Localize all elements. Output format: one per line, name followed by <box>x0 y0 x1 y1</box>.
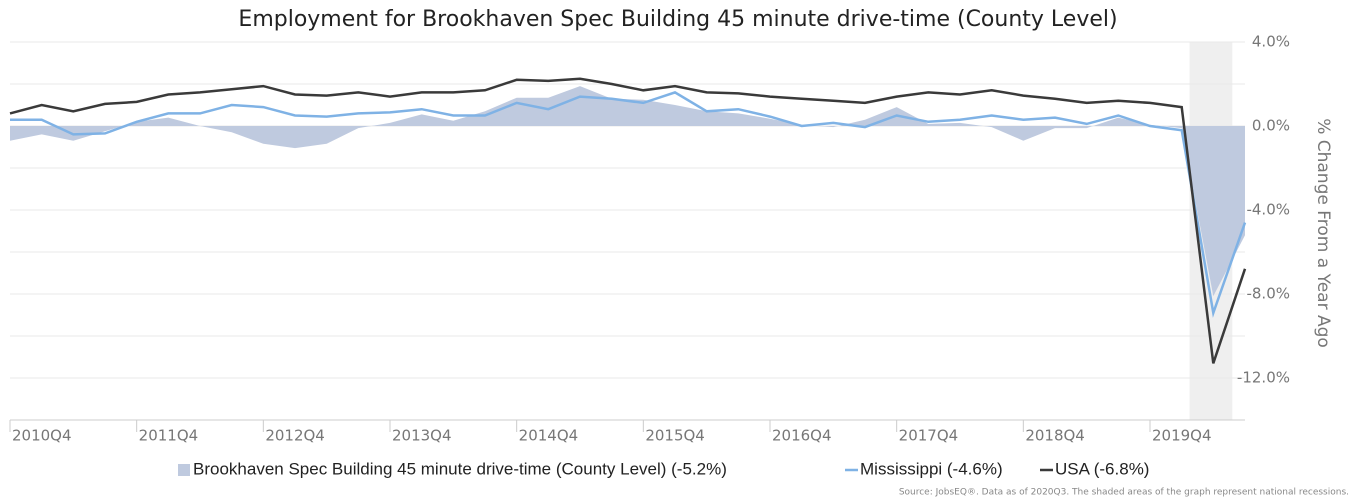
legend-label: USA (-6.8%) <box>1055 459 1149 478</box>
area <box>10 86 1245 297</box>
source-note: Source: JobsEQ®. Data as of 2020Q3. The … <box>899 488 1349 498</box>
x-tick-label: 2014Q4 <box>519 427 579 445</box>
chart-title: Employment for Brookhaven Spec Building … <box>238 7 1117 32</box>
x-tick-label: 2011Q4 <box>139 427 199 445</box>
y-tick-label: 0.0% <box>1252 117 1290 135</box>
x-tick-label: 2012Q4 <box>265 427 325 445</box>
x-tick-label: 2016Q4 <box>772 427 832 445</box>
line <box>9 77 1247 364</box>
x-tick-label: 2018Q4 <box>1025 427 1085 445</box>
legend-label: Mississippi (-4.6%) <box>860 459 1003 478</box>
legend-swatch <box>178 464 190 476</box>
y-axis-label: % Change From a Year Ago <box>1313 118 1333 348</box>
x-tick-label: 2010Q4 <box>12 427 72 445</box>
x-tick-label: 2017Q4 <box>899 427 959 445</box>
y-tick-label: -4.0% <box>1246 201 1290 219</box>
line <box>10 91 1247 318</box>
legend-label: Brookhaven Spec Building 45 minute drive… <box>193 459 727 478</box>
y-tick-label: -8.0% <box>1246 285 1290 303</box>
y-tick-label: 4.0% <box>1252 33 1290 51</box>
x-tick-label: 2015Q4 <box>645 427 705 445</box>
x-tick-label: 2019Q4 <box>1152 427 1212 445</box>
x-tick-label: 2013Q4 <box>392 427 452 445</box>
y-tick-label: -12.0% <box>1237 369 1290 387</box>
